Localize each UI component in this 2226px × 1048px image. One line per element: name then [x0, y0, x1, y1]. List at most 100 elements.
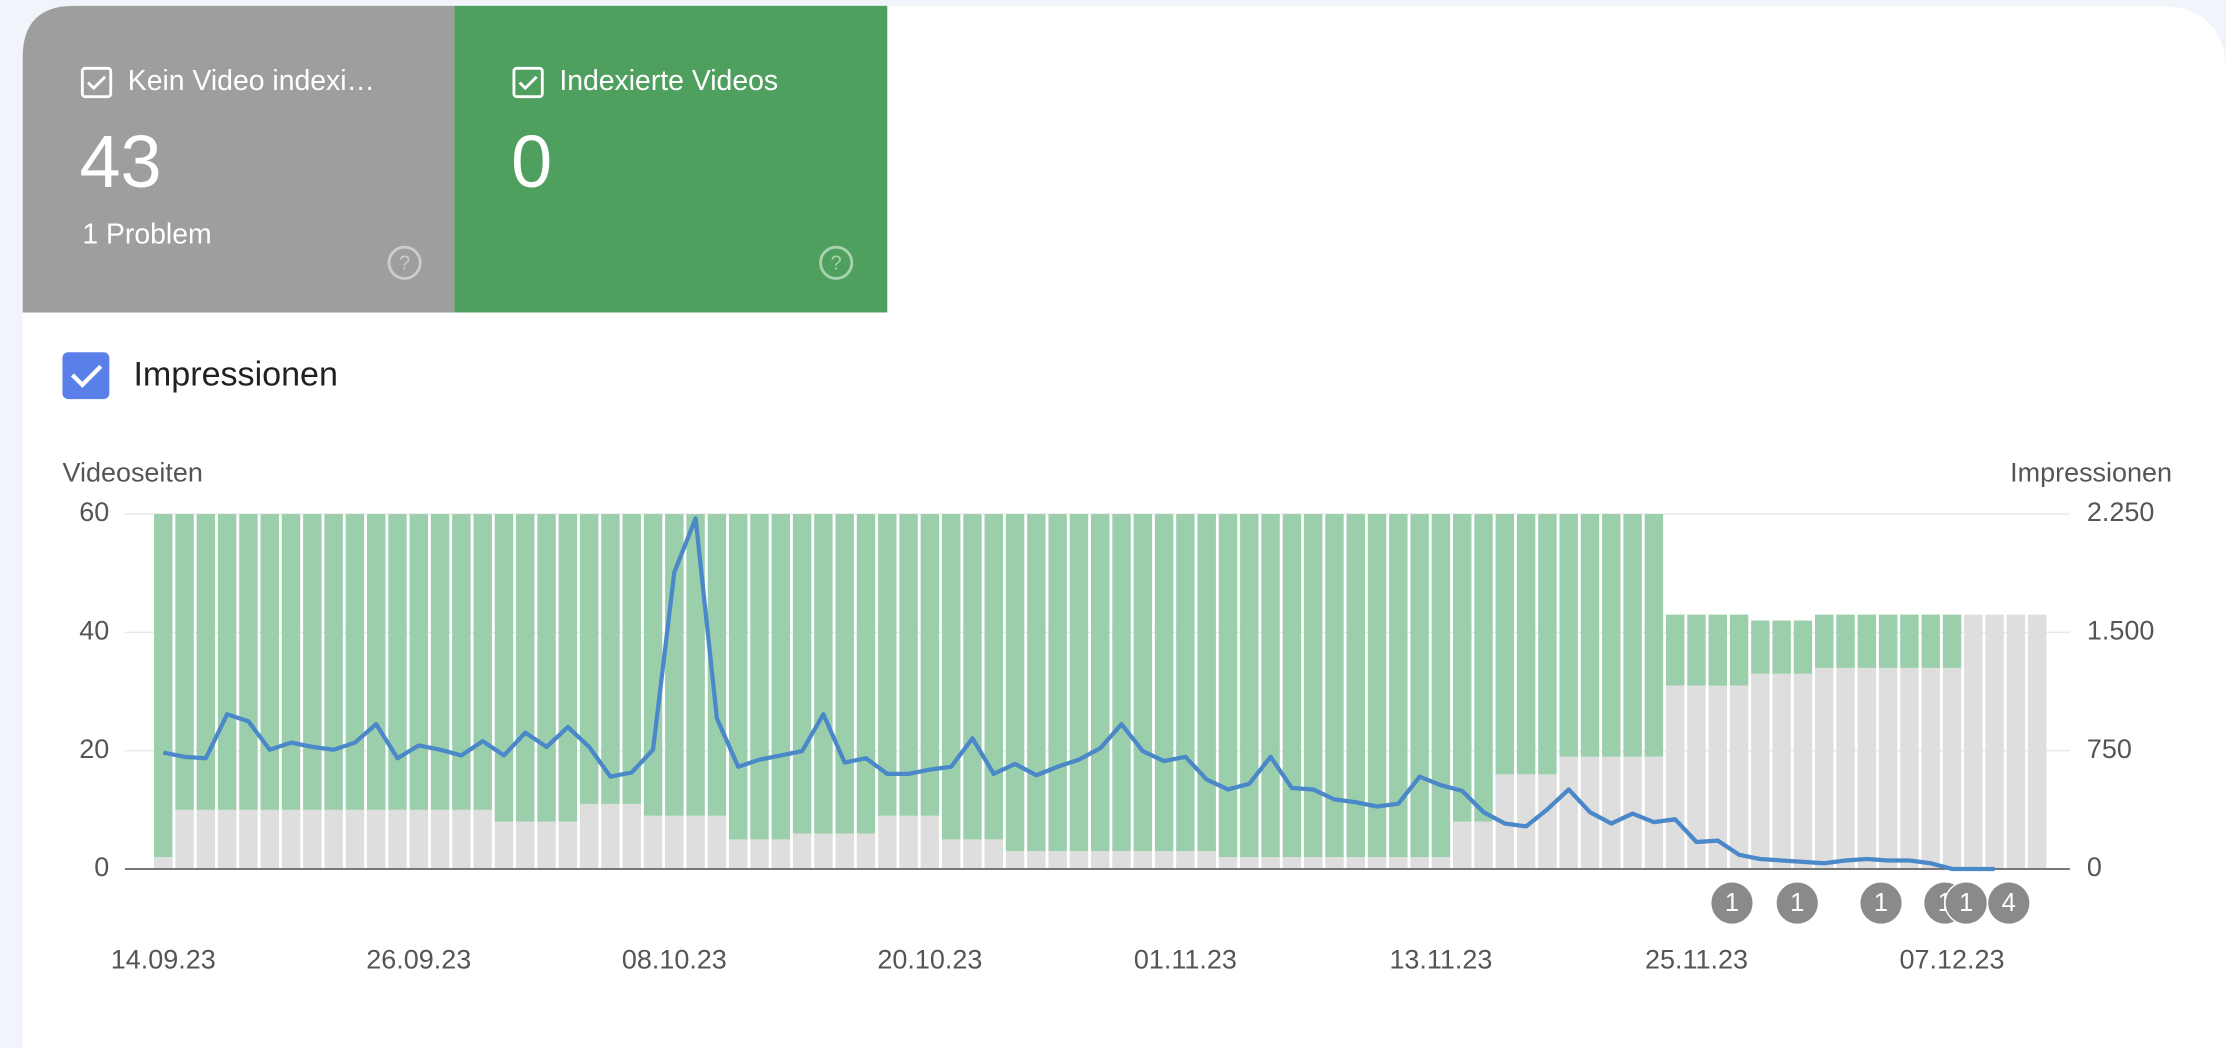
bar-segment — [643, 815, 663, 869]
card-checkbox[interactable] — [512, 66, 544, 99]
bar-segment — [409, 514, 429, 810]
bar-segment — [1729, 685, 1749, 869]
bar-segment — [728, 514, 748, 840]
bar-segment — [154, 514, 173, 858]
bar-segment — [1176, 514, 1195, 852]
bar-segment — [601, 803, 620, 869]
bar-segment — [1516, 774, 1536, 869]
bar-segment — [665, 514, 684, 816]
bar-segment — [771, 514, 791, 840]
bar-segment — [366, 514, 386, 810]
bar-segment — [622, 803, 641, 869]
check-icon — [87, 75, 107, 91]
bar-segment — [260, 514, 279, 810]
y-axis-title: Videoseiten — [62, 457, 202, 487]
bar-segment — [707, 514, 727, 816]
card-checkbox[interactable] — [80, 66, 113, 99]
bar-segment — [217, 514, 237, 810]
bar-segment — [1474, 821, 1493, 869]
bar-segment — [1133, 514, 1153, 852]
bar-segment — [1900, 614, 1919, 668]
bar-segment — [1367, 514, 1387, 858]
bar-segment — [409, 809, 429, 869]
metric-label[interactable]: Impressionen — [133, 355, 337, 393]
bar-segment — [1453, 821, 1472, 869]
card-indexed[interactable] — [454, 5, 888, 313]
bar-segment — [1090, 514, 1110, 852]
card-value: 43 — [80, 120, 162, 203]
bar-segment — [1367, 857, 1387, 869]
bar-segment — [366, 809, 386, 869]
y2-axis-title: Impressionen — [2010, 457, 2172, 487]
bar-segment — [579, 803, 599, 869]
x-tick-label: 26.09.23 — [366, 944, 471, 974]
help-icon[interactable] — [819, 245, 854, 280]
bar-segment — [984, 839, 1003, 869]
bar-segment — [1027, 514, 1046, 852]
bar-segment — [1325, 857, 1344, 869]
bar-segment — [622, 514, 641, 804]
bar-segment — [899, 514, 918, 816]
y2-tick-label: 0 — [2087, 852, 2102, 882]
bar-segment — [1921, 614, 1940, 668]
bar-segment — [728, 839, 748, 869]
bar-segment — [1069, 851, 1089, 869]
x-tick-label: 13.11.23 — [1389, 944, 1492, 974]
bar-segment — [1303, 857, 1323, 869]
bar-segment — [260, 809, 279, 869]
bar-segment — [1793, 673, 1813, 869]
bar-segment — [1325, 514, 1344, 858]
bar-segment — [941, 839, 961, 869]
bar-segment — [1580, 514, 1600, 757]
bar-segment — [1538, 514, 1557, 775]
bar-segment — [984, 514, 1003, 840]
bar-segment — [1048, 851, 1067, 869]
bar-segment — [1261, 514, 1280, 858]
bar-segment — [1836, 614, 1855, 668]
bar-segment — [494, 821, 514, 869]
bar-segment — [814, 514, 833, 834]
bar-segment — [1815, 614, 1834, 668]
help-icon[interactable] — [387, 245, 422, 280]
bar-segment — [750, 514, 769, 840]
bar-segment — [473, 809, 492, 869]
bar-segment — [1154, 514, 1174, 852]
bar-segment — [1857, 614, 1877, 668]
bar-segment — [1644, 514, 1664, 757]
bar-segment — [303, 514, 322, 810]
bar-segment — [1942, 614, 1962, 668]
x-tick-label: 14.09.23 — [111, 944, 216, 974]
impressions-line — [162, 516, 1995, 872]
bar-segment — [1729, 614, 1749, 686]
bar-segment — [196, 809, 216, 869]
bar-segment — [1900, 667, 1919, 869]
bar-segment — [494, 514, 514, 822]
card-title: Indexierte Videos — [559, 65, 778, 97]
bar-segment — [430, 809, 450, 869]
annotation-marker — [1859, 881, 1904, 926]
annotation-marker — [1986, 881, 2031, 926]
bar-segment — [1218, 857, 1238, 869]
bar-segment — [856, 833, 876, 869]
bar-segment — [281, 809, 301, 869]
bar-segment — [707, 815, 727, 869]
bar-segment — [239, 809, 258, 869]
bar-segment — [1665, 685, 1685, 869]
bar-segment — [1197, 514, 1216, 852]
bar-segment — [792, 514, 812, 834]
y-tick-label: 0 — [94, 852, 109, 882]
bar-segment — [1069, 514, 1089, 852]
bar-segment — [1453, 514, 1472, 822]
metric-checkbox[interactable] — [62, 352, 110, 400]
bar-segment — [1751, 620, 1770, 674]
card-not-indexed[interactable] — [22, 5, 455, 313]
bar-segment — [1708, 614, 1727, 686]
bar-segment — [963, 839, 982, 869]
bar-segment — [835, 514, 854, 834]
bar-segment — [1836, 667, 1855, 869]
bar-segment — [1708, 685, 1727, 869]
bar-segment — [388, 514, 407, 810]
bar-segment — [1303, 514, 1323, 858]
bar-segment — [1027, 851, 1046, 869]
